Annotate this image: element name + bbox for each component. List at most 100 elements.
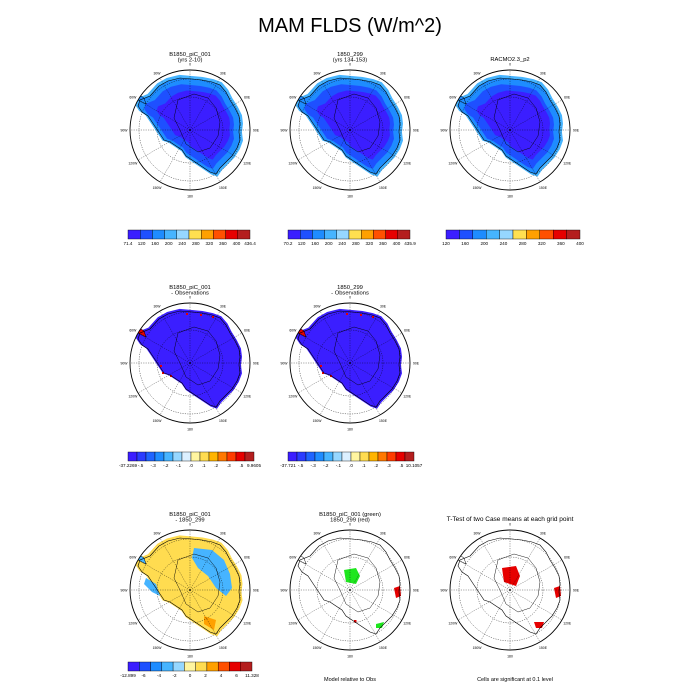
map-content <box>293 308 402 409</box>
colorbar-label: -.2 <box>323 463 329 468</box>
meridian-line <box>137 589 191 621</box>
meridian-label: 150E <box>539 646 548 650</box>
meridian-label: 0 <box>349 523 351 527</box>
colorbar-label: -2 <box>172 673 177 678</box>
meridian-label: 90E <box>253 129 260 133</box>
map-panel-p2: 0 30E 60E 90E 120E 150E 180 150W 120W 90W 60W 30W 18… <box>281 52 420 199</box>
colorbar-label: 200 <box>165 241 173 246</box>
colorbar-swatch <box>341 451 352 462</box>
meridian-line <box>297 589 351 621</box>
meridian-label: 120W <box>448 162 458 166</box>
colorbar-swatch <box>136 451 147 462</box>
panel-title-line: B1850_piC_001 <box>169 52 211 58</box>
colorbar-swatch <box>150 661 163 672</box>
meridian-label: 30W <box>314 304 322 308</box>
colorbar-swatch <box>314 451 325 462</box>
colorbar-swatch <box>539 229 554 240</box>
grounding-line <box>333 93 381 153</box>
panel-title-line: 1850_299 (red) <box>330 518 370 524</box>
colorbar-label: 71.4 <box>124 241 133 246</box>
grounding-line <box>173 326 221 386</box>
meridian-label: 30W <box>474 531 482 535</box>
meridian-line <box>509 589 541 643</box>
colorbar-swatch <box>526 229 541 240</box>
coastline <box>137 537 241 635</box>
colorbar-swatch <box>499 229 514 240</box>
meridian-label: 90W <box>281 589 289 593</box>
meridian-line <box>137 362 191 394</box>
note-significance: Cells are significant at 0.1 level <box>477 677 553 683</box>
coastline <box>457 537 561 635</box>
meridian-label: 0 <box>189 523 191 527</box>
colorbar-swatch <box>145 451 156 462</box>
meridian-label: 90E <box>413 362 420 366</box>
colorbar-cb6: -12.899 -6 -4 -2 0 2 4 6 11.328 <box>120 661 259 678</box>
colorbar-label: 360 <box>379 241 387 246</box>
colorbar-label: 435.9 <box>404 241 416 246</box>
map-boundary <box>129 302 251 424</box>
meridian-label: 30E <box>220 71 227 75</box>
bias-hotspot <box>186 313 188 315</box>
coastline <box>457 77 561 175</box>
meridian-label: 30E <box>540 531 547 535</box>
colorbar-label: .3 <box>227 463 231 468</box>
meridian-label: 30E <box>220 531 227 535</box>
meridian-label: 30W <box>154 304 162 308</box>
colorbar-swatch <box>152 229 165 240</box>
colorbar-swatch <box>217 661 230 672</box>
meridian-label: 90E <box>413 129 420 133</box>
colorbar-swatch <box>299 229 313 240</box>
meridian-label: 150E <box>219 419 228 423</box>
colorbar-swatch <box>200 229 214 240</box>
meridian-line <box>137 332 191 364</box>
colorbar-label: -37.721 <box>280 463 296 468</box>
latitude-circle <box>156 556 224 624</box>
colorbar-swatch <box>377 451 388 462</box>
colorbar-swatch <box>127 661 140 672</box>
panel-title-line: T-Test of two Case means at each grid po… <box>447 516 574 523</box>
meridian-label: 150W <box>153 419 163 423</box>
meridian-label: 90W <box>441 589 449 593</box>
colorbar-swatch <box>324 229 337 240</box>
meridian-label: 0 <box>189 63 191 67</box>
meridian-label: 60W <box>129 556 137 560</box>
colorbar-swatch <box>552 229 567 240</box>
colorbar-swatch <box>190 451 201 462</box>
panels-layer: 0 30E 60E 90E 120E 150E 180 150W 120W 90W 60W 30W B1… <box>121 52 580 659</box>
colorbar-swatch <box>472 229 487 240</box>
coastline <box>297 310 401 408</box>
meridian-line <box>457 559 511 591</box>
meridian-line <box>159 77 191 131</box>
map-content <box>133 74 243 177</box>
sig-region <box>534 622 544 628</box>
latitude-circle <box>316 329 384 397</box>
colorbar-swatch <box>459 229 473 240</box>
meridian-label: 180 <box>507 195 513 199</box>
map-panel-p4: 0 30E 60E 90E 120E 150E 180 150W 120W 90W 60W 30W B1… <box>121 285 260 432</box>
colorbar-label: 436.4 <box>244 241 256 246</box>
panel-title-line: B1850_piC_001 <box>169 512 211 518</box>
latitude-circle <box>316 96 384 164</box>
grounding-line <box>173 553 221 613</box>
colorbar-swatch <box>164 229 177 240</box>
map-content <box>293 537 401 635</box>
colorbar-swatch <box>217 451 228 462</box>
meridian-label: 60E <box>564 556 571 560</box>
colorbar-label: -.5 <box>138 463 144 468</box>
bias-fill <box>135 308 242 409</box>
meridian-label: 150E <box>539 186 548 190</box>
colorbar-swatch <box>348 229 362 240</box>
meridian-label: 60E <box>564 96 571 100</box>
grounding-line <box>493 93 541 153</box>
coastline <box>297 77 401 175</box>
meridian-label: 150E <box>379 186 388 190</box>
map-panel-p7: 0 30E 60E 90E 120E 150E 180 150W 120W 90W 60W 30W B1… <box>281 512 420 659</box>
map-panel-p1: 0 30E 60E 90E 120E 150E 180 150W 120W 90W 60W 30W B1… <box>121 52 260 199</box>
colorbar-label: 2 <box>204 673 207 678</box>
meridian-line <box>137 559 191 591</box>
meridian-label: 120E <box>403 395 412 399</box>
colorbar-swatch <box>161 661 174 672</box>
map-content <box>133 308 242 409</box>
map-content <box>133 535 243 637</box>
bias-hotspot <box>360 314 362 316</box>
